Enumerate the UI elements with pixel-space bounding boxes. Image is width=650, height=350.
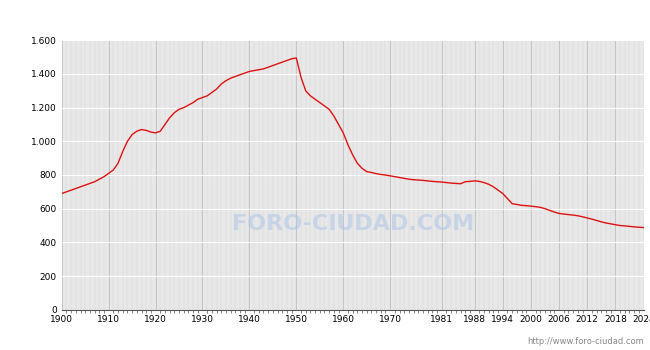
Text: FORO-CIUDAD.COM: FORO-CIUDAD.COM — [231, 214, 474, 233]
Text: Hinojosa del Valle (Municipio) - Evolucion del numero de Habitantes: Hinojosa del Valle (Municipio) - Evoluci… — [99, 8, 551, 21]
Text: http://www.foro-ciudad.com: http://www.foro-ciudad.com — [526, 337, 644, 346]
